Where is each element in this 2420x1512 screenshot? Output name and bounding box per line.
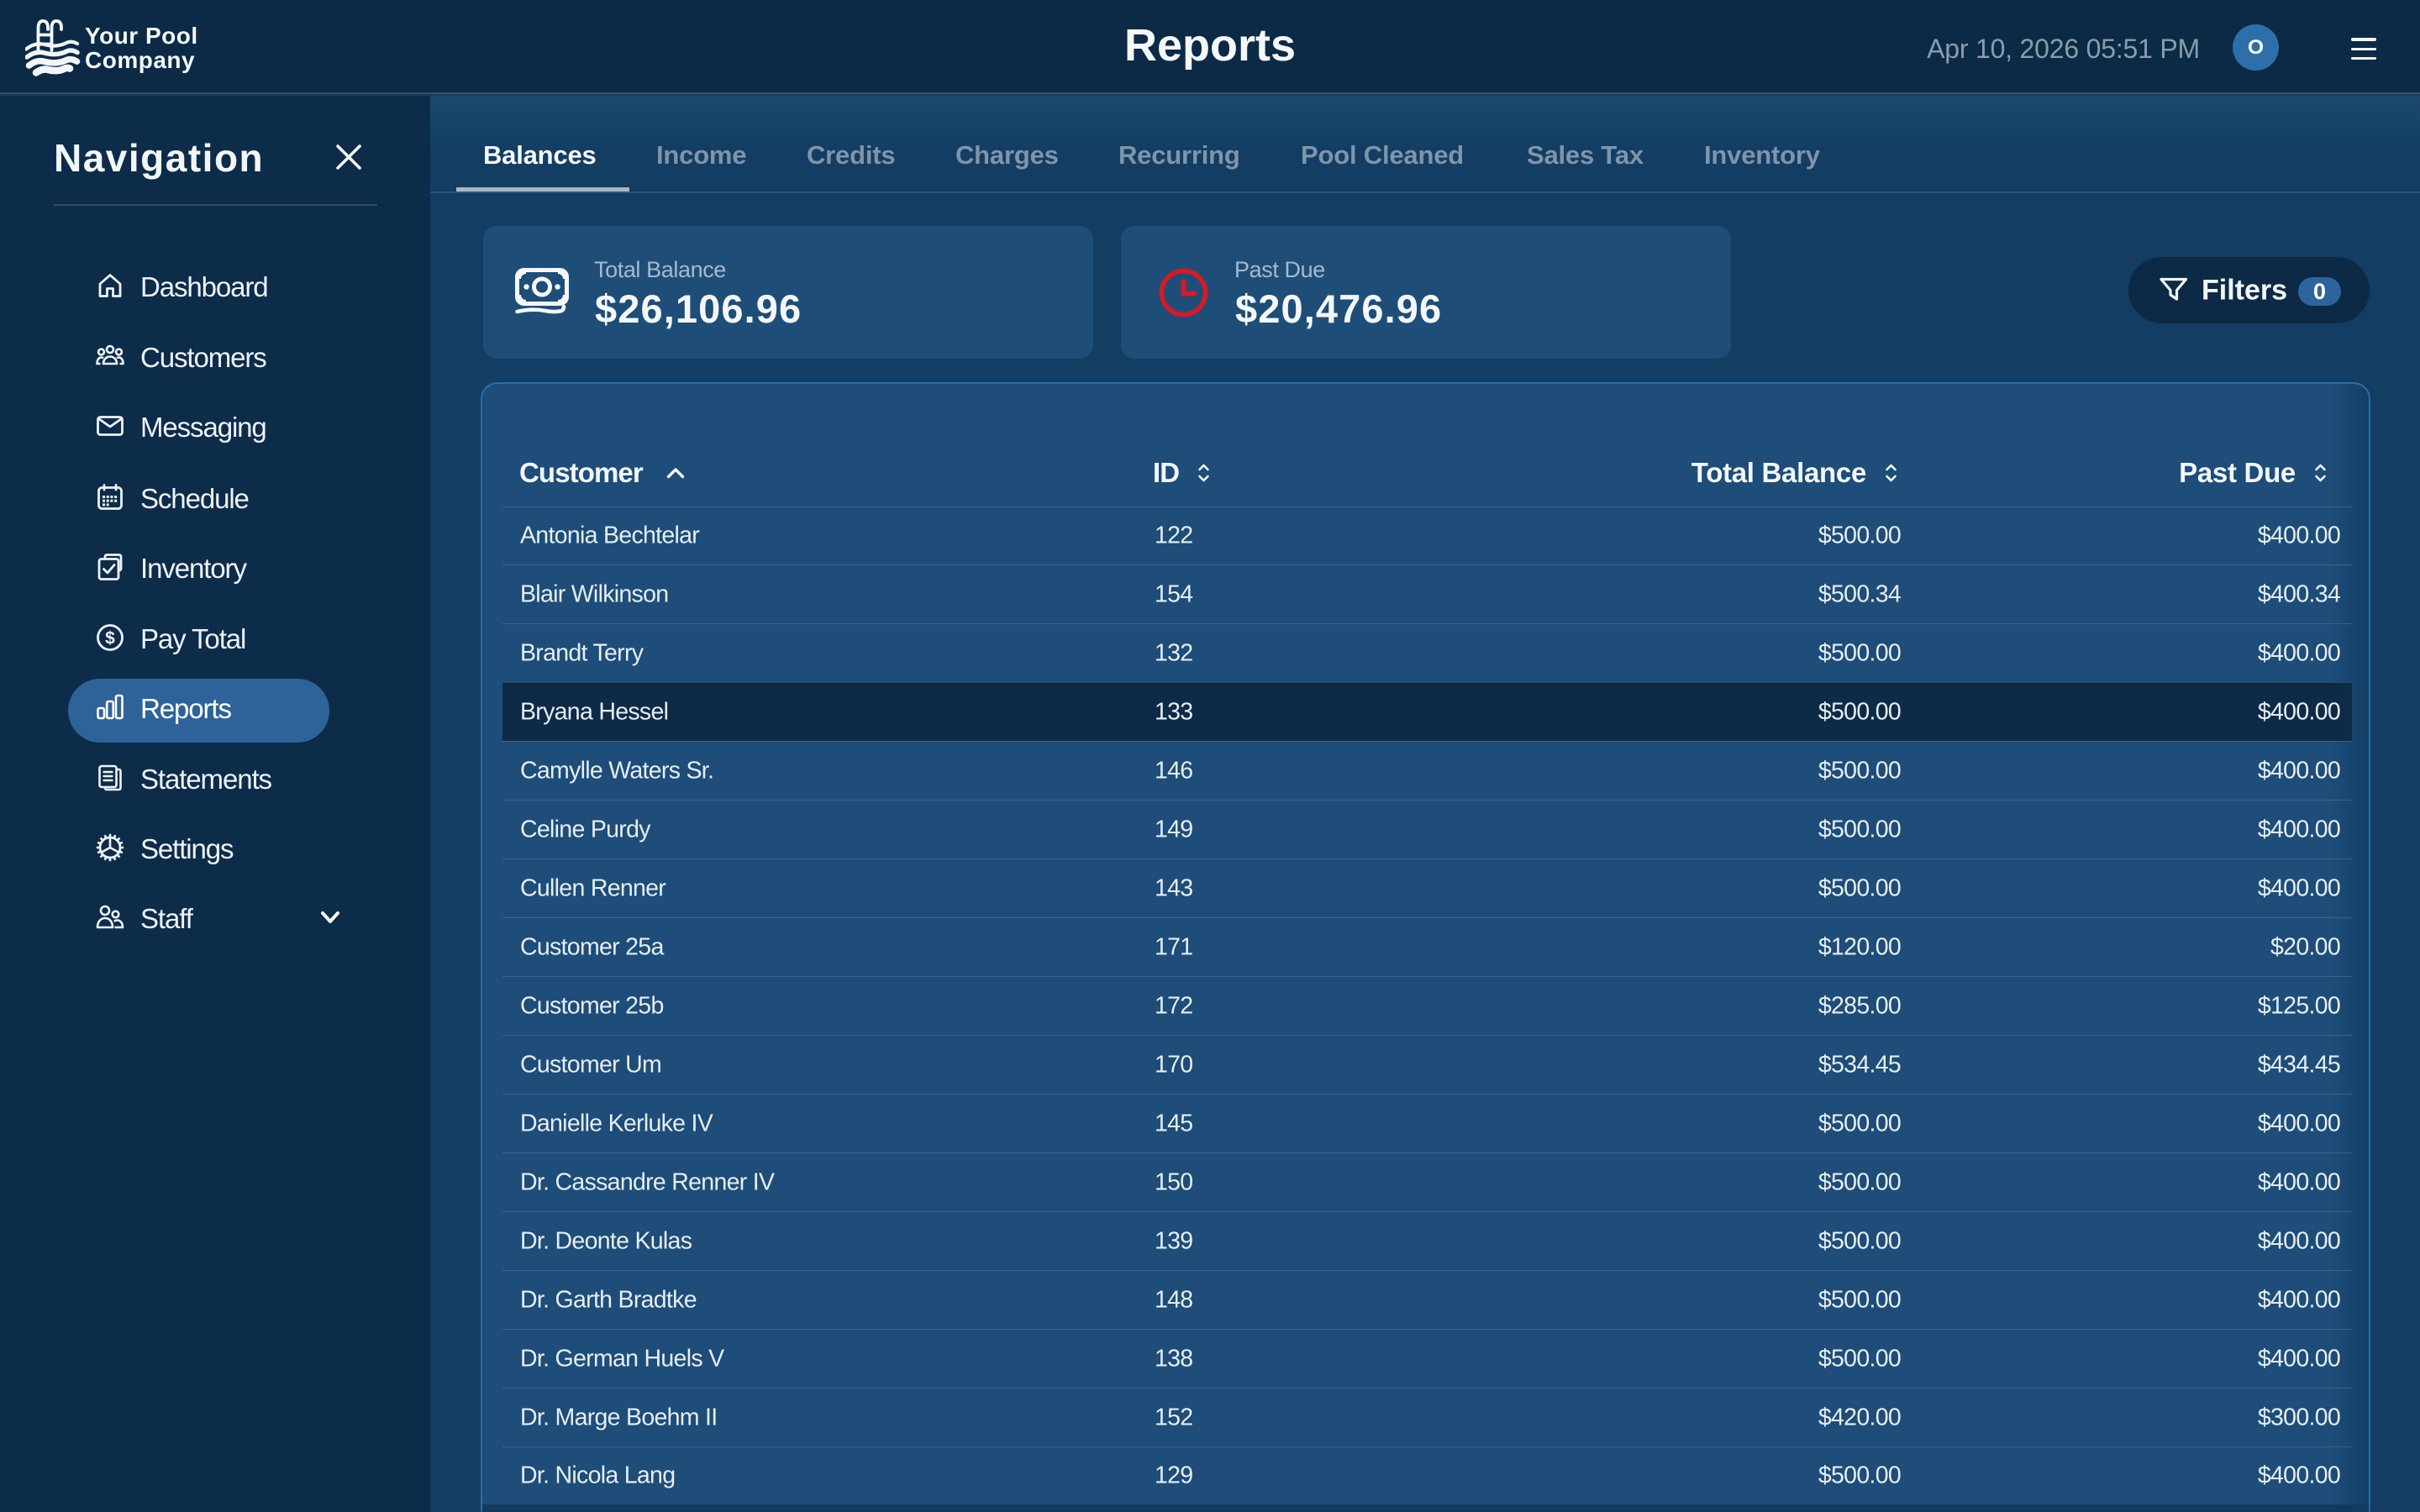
svg-text:$: $	[105, 629, 115, 648]
